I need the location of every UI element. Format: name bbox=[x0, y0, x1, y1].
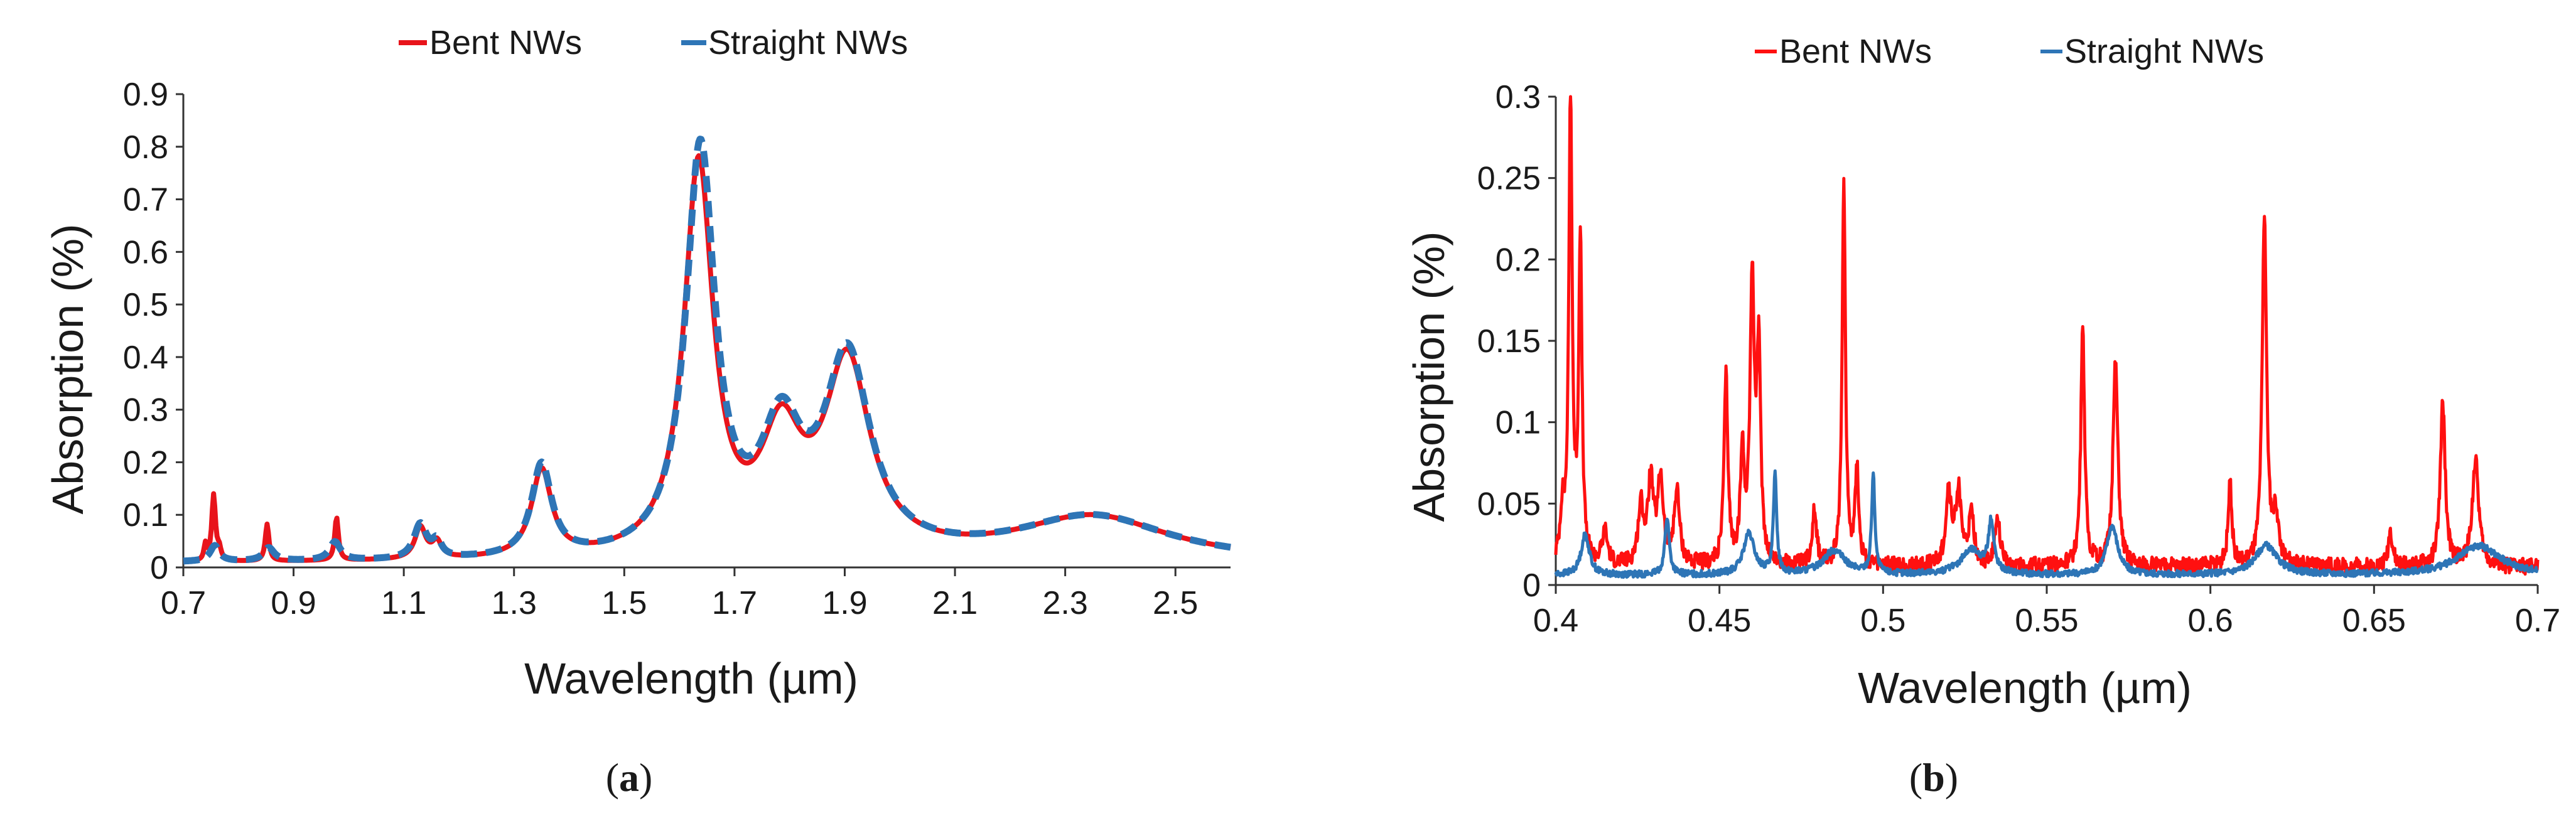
x-tick-label: 0.9 bbox=[271, 585, 316, 621]
y-tick-label: 0.1 bbox=[1495, 405, 1541, 441]
x-tick-label: 1.1 bbox=[381, 585, 426, 621]
plot-area-a bbox=[181, 136, 1233, 565]
chart-panel-a: Bent NWs Straight NWs 0 0.1 0.2 0.3 0.4 0.5 0.… bbox=[43, 24, 1233, 800]
y-tick-label: 0.2 bbox=[123, 444, 168, 481]
legend-label-bent-nws: Bent NWs bbox=[429, 24, 582, 62]
x-tick-label: 1.5 bbox=[601, 585, 647, 621]
x-tick-label: 0.7 bbox=[2515, 603, 2560, 639]
panel-label-b-letter: b bbox=[1922, 755, 1945, 800]
legend-label-straight-nws: Straight NWs bbox=[708, 24, 908, 62]
legend-label-straight-nws-b: Straight NWs bbox=[2064, 33, 2264, 70]
panel-label-b-close: ) bbox=[1945, 755, 1958, 800]
y-tick-label: 0.1 bbox=[123, 497, 168, 534]
x-tick-label: 0.65 bbox=[2342, 603, 2406, 639]
series-line-straight-nws bbox=[181, 136, 1233, 565]
y-tick-label: 0.5 bbox=[123, 287, 168, 323]
x-tick-label: 1.3 bbox=[492, 585, 537, 621]
y-axis-title-a: Absorption (%) bbox=[43, 224, 92, 515]
x-tick-label: 1.7 bbox=[712, 585, 757, 621]
x-tick-label: 0.7 bbox=[161, 585, 206, 621]
y-tick-label: 0.8 bbox=[123, 129, 168, 166]
chart-panel-b: Bent NWs Straight NWs 0 0.05 0.1 0.15 0.2 0.2… bbox=[1404, 33, 2560, 800]
legend-b: Bent NWs Straight NWs bbox=[1755, 33, 2264, 70]
x-tick-label: 0.55 bbox=[2015, 603, 2078, 639]
panel-label-b: (b) bbox=[1909, 755, 1958, 800]
x-tick-label: 2.3 bbox=[1042, 585, 1087, 621]
y-tick-label: 0.05 bbox=[1477, 486, 1541, 522]
x-axis-title-b: Wavelength (µm) bbox=[1858, 663, 2192, 712]
panel-label-b-open: ( bbox=[1909, 755, 1922, 800]
y-tick-label: 0.15 bbox=[1477, 323, 1541, 360]
x-tick-label: 2.5 bbox=[1153, 585, 1198, 621]
y-axis-title-b: Absorption (%) bbox=[1404, 232, 1453, 522]
y-tick-label: 0.2 bbox=[1495, 242, 1541, 278]
axes-a: 0 0.1 0.2 0.3 0.4 0.5 0.6 0.7 0.8 0.9 0.7 0.9 1.1 1.3… bbox=[123, 77, 1231, 621]
axes-b: 0 0.05 0.1 0.15 0.2 0.25 0.3 0.4 0.45 0.5 0.55 0.6 0… bbox=[1477, 79, 2560, 639]
series-line-straight-nws bbox=[1554, 469, 2539, 579]
legend-a: Bent NWs Straight NWs bbox=[399, 24, 908, 62]
plot-area-b bbox=[1554, 95, 2540, 579]
y-tick-label: 0.25 bbox=[1477, 161, 1541, 197]
legend-label-bent-nws-b: Bent NWs bbox=[1779, 33, 1932, 70]
y-tick-label: 0.9 bbox=[123, 77, 168, 113]
x-tick-label: 0.6 bbox=[2188, 603, 2233, 639]
y-tick-label: 0.3 bbox=[123, 392, 168, 429]
panel-label-a-letter: a bbox=[619, 755, 639, 800]
y-tick-label: 0.3 bbox=[1495, 79, 1541, 115]
y-tick-label: 0.6 bbox=[123, 234, 168, 271]
y-tick-label: 0 bbox=[150, 550, 168, 586]
panel-label-a: (a) bbox=[606, 755, 653, 800]
panel-label-a-close: ) bbox=[639, 755, 652, 800]
x-axis-title-a: Wavelength (µm) bbox=[524, 654, 858, 703]
x-tick-label: 0.5 bbox=[1860, 603, 1905, 639]
y-tick-label: 0 bbox=[1522, 567, 1541, 604]
x-tick-label: 0.4 bbox=[1533, 603, 1578, 639]
panel-label-a-open: ( bbox=[606, 755, 619, 800]
x-tick-label: 0.45 bbox=[1688, 603, 1751, 639]
x-tick-label: 1.9 bbox=[822, 585, 867, 621]
y-tick-label: 0.4 bbox=[123, 340, 168, 376]
y-tick-label: 0.7 bbox=[123, 182, 168, 218]
x-tick-label: 2.1 bbox=[932, 585, 978, 621]
